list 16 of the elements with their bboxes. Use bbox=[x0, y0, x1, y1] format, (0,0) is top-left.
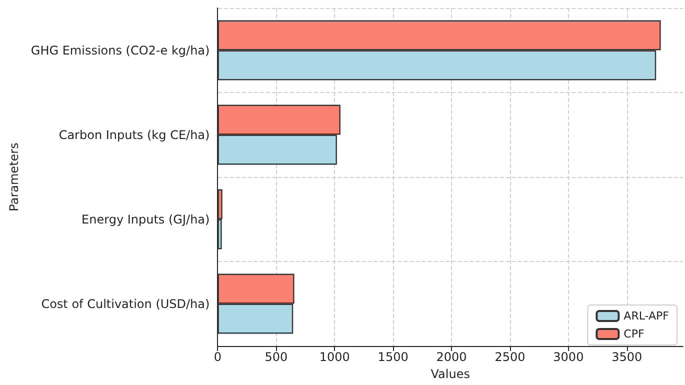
y-tick-label: Cost of Cultivation (USD/ha) bbox=[41, 296, 210, 311]
x-tick-label: 500 bbox=[264, 350, 288, 364]
legend-label: CPF bbox=[624, 328, 644, 340]
x-tick-label: 1000 bbox=[319, 350, 350, 364]
y-tick-label: GHG Emissions (CO2-e kg/ha) bbox=[30, 43, 210, 58]
x-tick-label: 0 bbox=[214, 350, 222, 364]
x-tick-label: 3500 bbox=[612, 350, 642, 364]
y-tick-label: Energy Inputs (GJ/ha) bbox=[82, 212, 210, 226]
x-axis-title: Values bbox=[430, 367, 470, 381]
x-tick-label: 3000 bbox=[553, 350, 584, 364]
x-tick-label: 2500 bbox=[494, 350, 526, 364]
y-axis-title: Parameters bbox=[7, 142, 21, 212]
y-tick-label: Carbon Inputs (kg CE/ha) bbox=[58, 128, 210, 142]
x-tick-label: 1500 bbox=[378, 350, 408, 364]
legend-label: ARL-APF bbox=[624, 310, 670, 322]
x-tick-label: 2000 bbox=[436, 350, 467, 364]
